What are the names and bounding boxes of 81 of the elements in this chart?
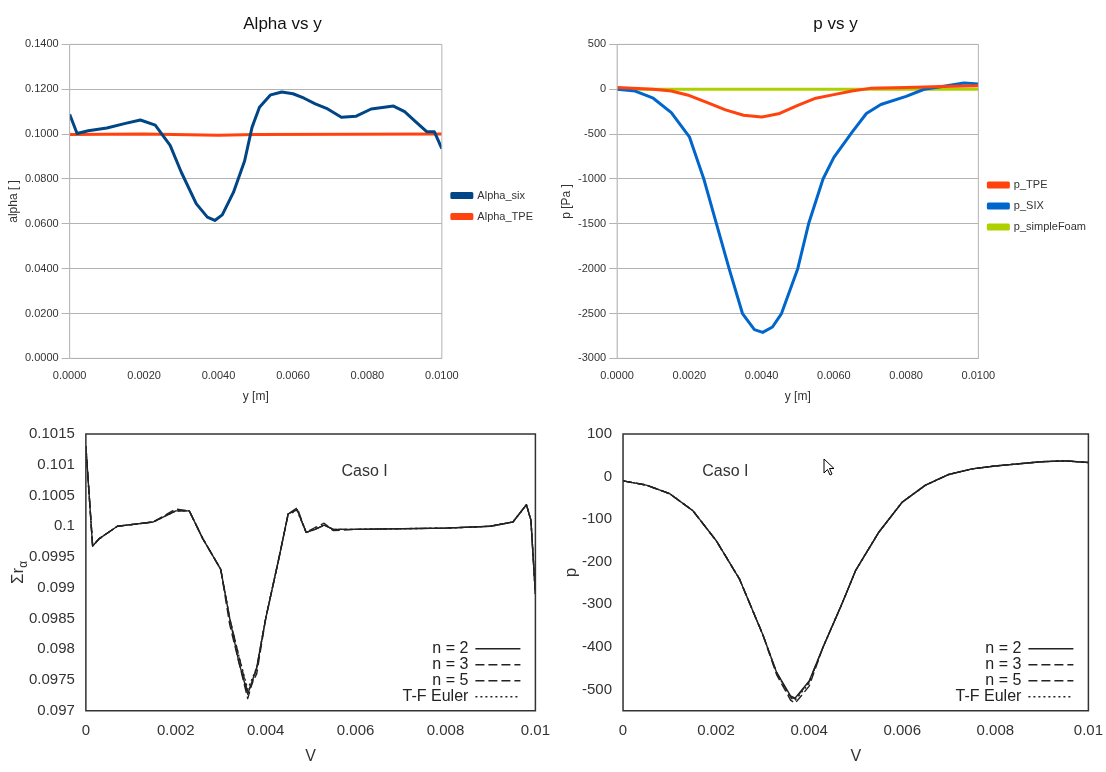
y-tick-label: 0.0800 (24, 172, 59, 184)
y-tick-label: -1000 (577, 172, 607, 184)
y-tick-label: 0.0995 (28, 547, 75, 565)
y-tick-label: -300 (581, 594, 613, 612)
legend-label: n = 5 (985, 671, 1022, 689)
x-tick-label: 0.0060 (276, 369, 310, 382)
x-axis-title: V (850, 746, 862, 764)
y-tick-label: -2500 (577, 306, 607, 319)
x-tick-label: 0.0100 (425, 369, 459, 382)
x-tick-label: 0.002 (157, 720, 195, 738)
y-axis-title: Σrα (7, 560, 31, 584)
y-tick-label: 500 (587, 37, 607, 50)
legend-label: n = 2 (432, 639, 469, 657)
y-tick-label: 100 (586, 424, 613, 442)
y-tick-label: -100 (581, 509, 613, 527)
y-tick-label: 0.0400 (24, 261, 59, 274)
y-tick-label: -500 (584, 127, 607, 140)
x-tick-label: 0.008 (976, 720, 1015, 738)
y-axis-title: p (560, 567, 580, 578)
y-tick-label: -1500 (577, 216, 607, 229)
y-tick-label: 0.0000 (24, 351, 59, 364)
annotation: Caso I (341, 462, 388, 480)
x-tick-label: 0.006 (336, 720, 375, 738)
legend-label: p_TPE (1013, 178, 1048, 191)
chart-title: Alpha vs y (243, 13, 323, 33)
y-tick-label: 0.1200 (24, 82, 59, 95)
x-tick-label: 0.0040 (744, 369, 779, 382)
x-tick-label: 0.01 (1073, 720, 1103, 738)
legend-label: n = 3 (432, 655, 469, 673)
legend-label: T-F Euler (402, 687, 470, 705)
y-axis-title: alpha [ ] (6, 180, 21, 223)
y-tick-label: -2000 (577, 261, 607, 274)
annotation: Caso I (702, 462, 749, 480)
y-tick-label: 0 (600, 82, 607, 95)
x-tick-label: 0.004 (790, 720, 828, 738)
y-tick-label: -400 (581, 637, 613, 655)
x-tick-label: 0.006 (883, 720, 922, 738)
legend-label: n = 3 (985, 655, 1022, 673)
x-axis-title: y [m] (784, 389, 811, 404)
y-tick-label: 0.0975 (28, 670, 75, 688)
y-tick-label: 0.0985 (28, 608, 75, 626)
x-axis-title: y [m] (242, 389, 269, 404)
legend-label: Alpha_six (477, 188, 526, 201)
x-axis-title: V (305, 746, 317, 764)
y-tick-label: 0.1000 (24, 127, 59, 140)
x-tick-label: 0.0100 (961, 369, 996, 382)
x-tick-label: 0.004 (246, 720, 285, 738)
y-tick-label: 0.098 (37, 639, 75, 657)
x-tick-label: 0.0040 (201, 369, 236, 382)
y-tick-label: 0.1400 (24, 37, 59, 50)
y-tick-label: 0.097 (37, 700, 75, 718)
x-tick-label: 0.01 (520, 720, 550, 738)
x-tick-label: 0.0020 (127, 369, 161, 382)
legend-label: n = 5 (432, 671, 469, 689)
y-tick-label: 0.101 (37, 454, 75, 472)
x-tick-label: 0.0060 (817, 369, 851, 382)
x-tick-label: 0.0000 (52, 369, 87, 382)
chart-title: p vs y (813, 13, 859, 33)
y-tick-label: 0.099 (37, 577, 75, 595)
y-tick-label: 0.1005 (28, 485, 75, 503)
legend-label: T-F Euler (955, 687, 1023, 705)
x-tick-label: 0 (618, 720, 628, 738)
y-tick-label: -3000 (577, 351, 607, 364)
x-tick-label: 0.008 (426, 720, 465, 738)
legend-label: p_simpleFoam (1013, 220, 1086, 233)
y-tick-label: 0 (603, 466, 613, 484)
legend-label: Alpha_TPE (477, 209, 534, 222)
x-tick-label: 0.0080 (889, 369, 923, 382)
x-tick-label: 0.002 (697, 720, 735, 738)
y-tick-label: 0.0200 (24, 306, 59, 319)
y-tick-label: 0.1 (54, 516, 75, 534)
x-tick-label: 0.0020 (672, 369, 707, 382)
y-tick-label: -500 (581, 679, 613, 697)
x-tick-label: 0 (81, 720, 91, 738)
y-axis-title: p [Pa ] (559, 184, 574, 219)
legend-label: n = 2 (985, 639, 1022, 657)
y-tick-label: 0.1015 (28, 424, 75, 442)
y-tick-label: 0.0600 (24, 216, 59, 229)
x-tick-label: 0.0080 (350, 369, 385, 382)
y-tick-label: -200 (581, 551, 613, 569)
legend-label: p_SIX (1013, 199, 1045, 212)
